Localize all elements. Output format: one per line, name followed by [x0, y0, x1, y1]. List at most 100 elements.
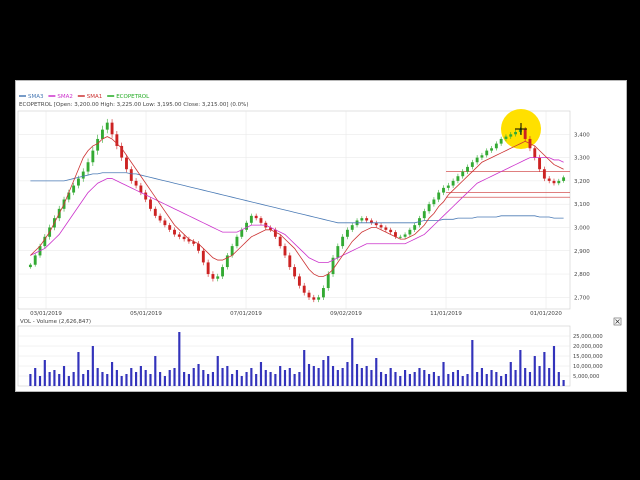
volume-bar	[327, 356, 330, 386]
candlestick	[466, 164, 469, 174]
volume-panel-close-icon[interactable]	[613, 317, 622, 326]
candlestick	[437, 189, 441, 203]
candle-body	[451, 180, 455, 186]
candlestick	[43, 234, 47, 249]
candlestick	[317, 294, 321, 303]
candlestick	[269, 225, 273, 232]
candlestick	[557, 178, 561, 186]
candle-body	[398, 236, 402, 238]
candle-body	[76, 178, 80, 186]
candlestick	[81, 168, 85, 182]
candle-body	[240, 229, 244, 237]
volume-bar	[394, 372, 397, 386]
volume-bar	[408, 374, 411, 386]
candle-body	[67, 192, 71, 200]
candle-body	[105, 122, 109, 130]
candlestick	[96, 134, 100, 155]
volume-bar	[538, 366, 541, 386]
volume-bar	[29, 374, 32, 386]
candlestick	[163, 218, 167, 228]
candle-body	[485, 150, 489, 156]
sma2-line	[30, 157, 564, 263]
volume-bar	[452, 372, 455, 386]
candlestick	[398, 234, 402, 239]
candle-body	[139, 185, 143, 193]
candle-body	[413, 225, 417, 230]
volume-bar	[82, 374, 85, 386]
candle-body	[446, 185, 450, 188]
volume-bar	[38, 376, 42, 386]
volume-bar	[418, 368, 421, 386]
candle-body	[379, 225, 383, 228]
candlestick	[153, 206, 157, 219]
volume-bar	[235, 370, 239, 386]
volume-bar	[519, 350, 522, 386]
volume-bar	[269, 372, 272, 386]
volume-bar	[557, 372, 560, 386]
candle-body	[269, 227, 273, 230]
candle-body	[514, 131, 518, 135]
candle-body	[293, 267, 297, 277]
volume-bar	[509, 362, 512, 386]
volume-bar	[293, 374, 296, 386]
candle-body	[533, 148, 537, 158]
candlestick	[33, 253, 37, 267]
candlestick	[105, 118, 109, 134]
candle-body	[211, 274, 215, 279]
volume-bar	[34, 368, 37, 386]
candlestick	[394, 230, 397, 239]
candle-body	[494, 143, 498, 149]
volume-bar	[528, 372, 532, 386]
candle-body	[350, 225, 354, 230]
candle-body	[96, 138, 100, 151]
candle-body	[384, 227, 388, 230]
candle-body	[466, 166, 469, 172]
candle-body	[283, 246, 287, 256]
candle-body	[230, 246, 234, 256]
volume-bar	[346, 362, 349, 386]
volume-bar	[62, 366, 66, 386]
volume-bar	[428, 374, 431, 386]
volume-bar	[336, 370, 339, 386]
candlestick	[514, 129, 518, 137]
candle-body	[201, 250, 205, 263]
x-axis: 03/01/2019 05/01/2019 07/01/2019 09/02/2019…	[30, 311, 562, 317]
volume-bar	[77, 352, 80, 386]
volume-bar	[178, 332, 181, 386]
volume-bar	[216, 356, 219, 386]
candlestick	[499, 136, 503, 146]
volume-tick-label: 15,000,000	[573, 354, 603, 360]
candle-body	[504, 136, 508, 139]
candlestick	[168, 222, 172, 233]
candle-body	[345, 229, 349, 237]
volume-bar	[144, 370, 147, 386]
volume-bar	[168, 370, 171, 386]
candle-body	[182, 236, 186, 240]
candlestick	[144, 189, 148, 203]
volume-bar	[500, 376, 503, 386]
y-tick-label: 3,100	[574, 202, 590, 208]
price-chart: SMA3 SMA2 SMA1 ECOPETROL ECOPETROL [Open: 3…	[17, 94, 622, 387]
candlestick	[254, 213, 258, 221]
volume-bar	[106, 374, 109, 386]
y-tick-label: 3,000	[574, 225, 590, 231]
volume-tick-label: 20,000,000	[573, 344, 603, 350]
volume-bar	[548, 368, 551, 386]
volume-bar	[86, 370, 90, 386]
volume-bar	[432, 372, 435, 386]
candlestick	[475, 155, 479, 165]
candlestick	[345, 227, 349, 240]
candlestick	[110, 119, 114, 138]
candle-body	[374, 222, 378, 226]
volume-bar	[461, 376, 464, 386]
candlestick	[509, 132, 513, 139]
volume-bar	[226, 366, 229, 386]
candle-body	[288, 255, 292, 268]
candle-body	[490, 148, 493, 151]
volume-tick-label: 25,000,000	[573, 334, 603, 340]
sma1-line	[30, 136, 564, 277]
volume-bar	[245, 372, 248, 386]
volume-bar	[110, 362, 114, 386]
sma3-line	[30, 172, 564, 224]
candle-body	[542, 169, 546, 179]
